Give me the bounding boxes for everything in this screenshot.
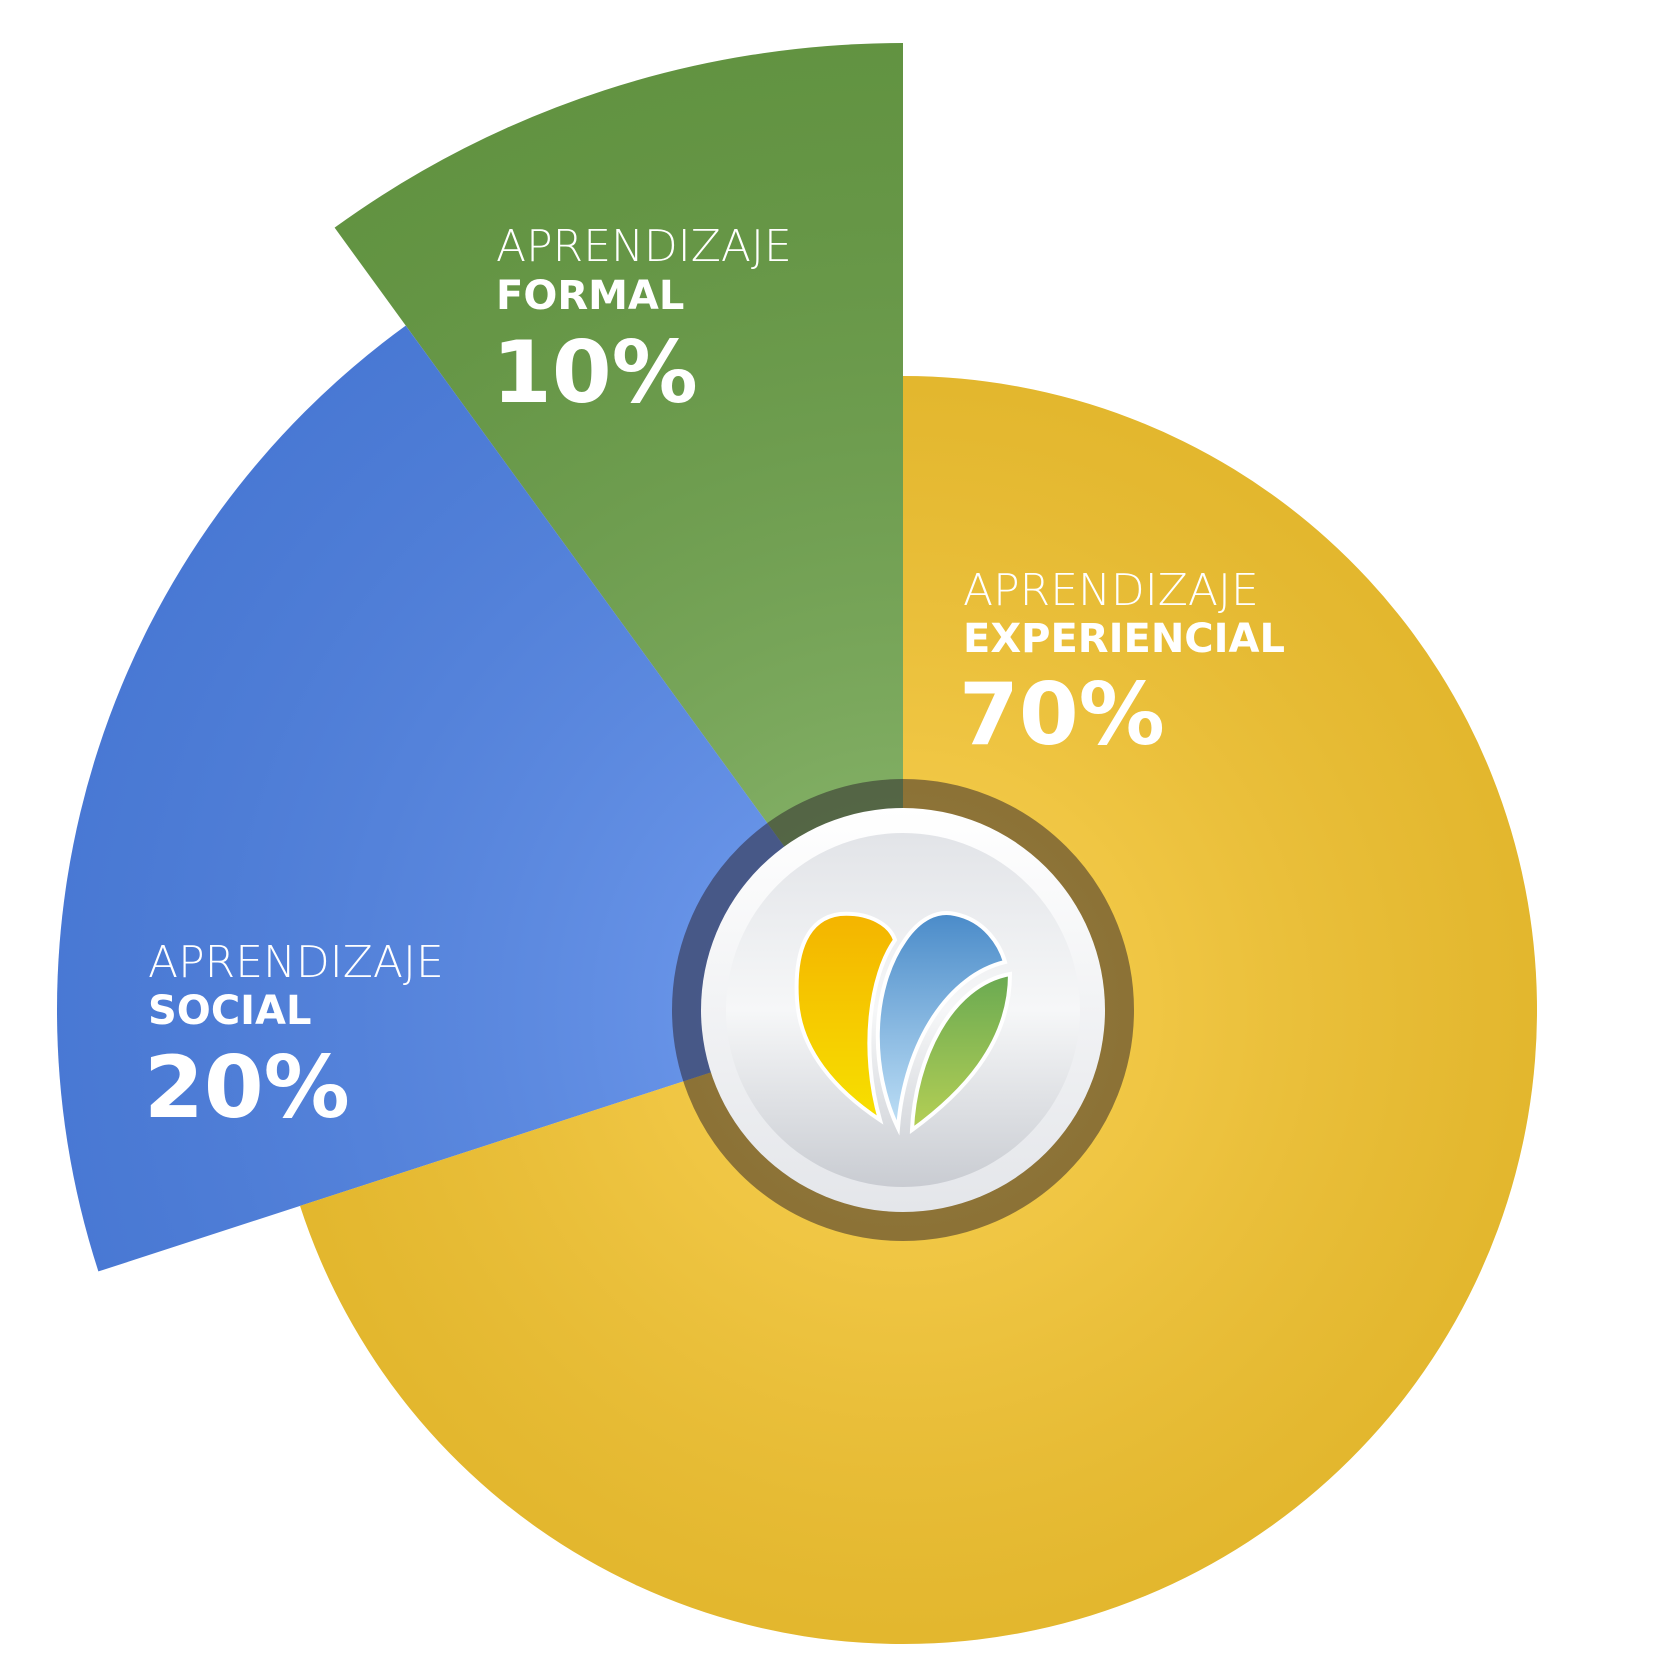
slice-label-prefix: APRENDIZAJE bbox=[496, 221, 792, 272]
value-label: 20% bbox=[144, 1038, 350, 1138]
slice-label: SOCIAL bbox=[148, 988, 312, 1034]
center-badge bbox=[672, 779, 1134, 1241]
slice-label-prefix: APRENDIZAJE bbox=[148, 937, 444, 988]
value-label: 70% bbox=[959, 665, 1165, 765]
slice-label: EXPERIENCIAL bbox=[963, 616, 1285, 662]
slice-label-prefix: APRENDIZAJE bbox=[963, 565, 1259, 616]
value-label: 10% bbox=[492, 323, 698, 423]
slice-shade bbox=[334, 43, 903, 1010]
slice-label: FORMAL bbox=[496, 273, 684, 319]
logo-leaf bbox=[875, 911, 1008, 1136]
labels: APRENDIZAJEFORMAL10%APRENDIZAJESOCIAL20%… bbox=[144, 221, 1285, 1138]
logo-leaf bbox=[909, 971, 1013, 1135]
ring bbox=[672, 779, 1134, 1241]
logo-leaf bbox=[794, 911, 898, 1125]
